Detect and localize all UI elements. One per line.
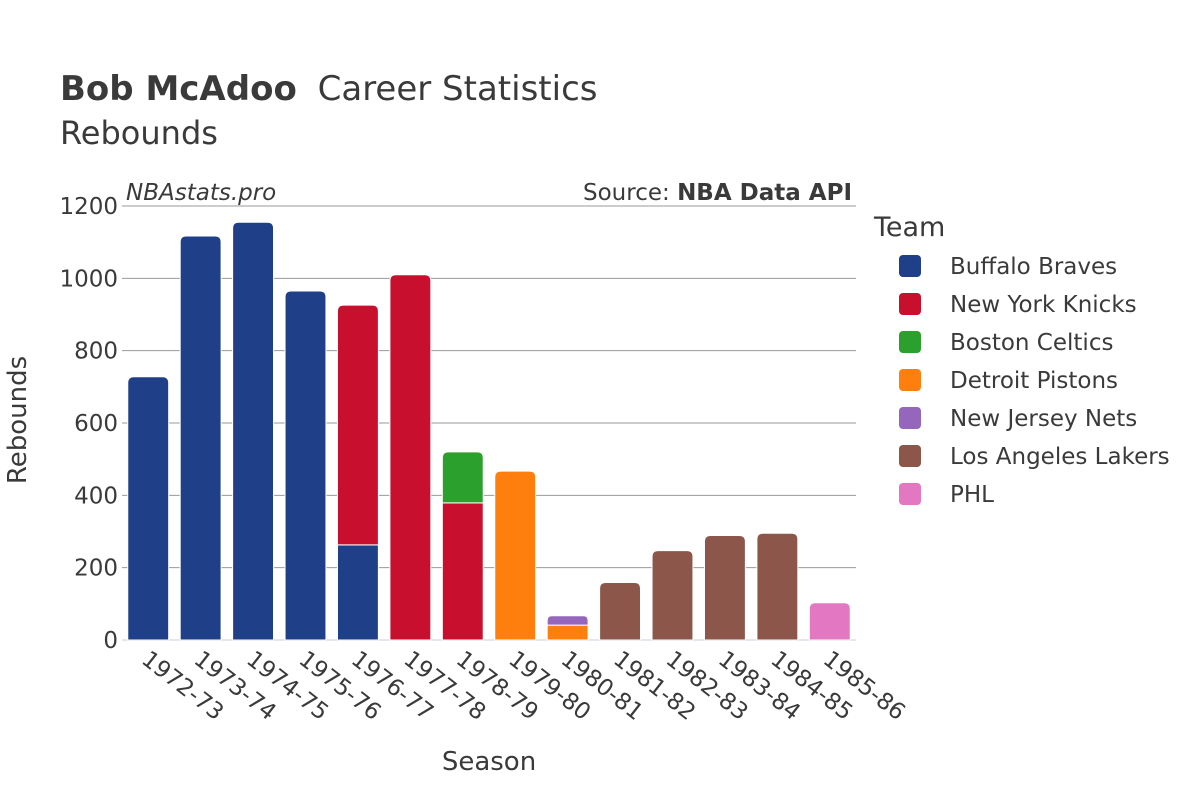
bar-segment <box>546 624 590 641</box>
bar-segment <box>336 544 379 641</box>
bar-segment <box>441 502 484 641</box>
bar-segment <box>756 532 799 641</box>
legend-swatch <box>899 293 921 315</box>
legend-entry: Buffalo Braves <box>950 254 1117 280</box>
legend-swatch <box>899 445 921 467</box>
y-axis-ticks: 0 200 400 600 800 1000 1200 <box>59 194 118 654</box>
bar-segment <box>808 602 851 641</box>
watermark: NBAstats.pro <box>126 180 276 206</box>
x-axis-label: Season <box>442 747 536 777</box>
source-name: NBA Data API <box>677 180 852 206</box>
legend-entry: Detroit Pistons <box>950 368 1118 394</box>
bars <box>127 221 851 641</box>
bar-segment <box>494 470 537 641</box>
source-label: Source: <box>583 180 677 206</box>
legend-swatch <box>899 255 921 277</box>
y-tick-label: 0 <box>103 628 118 654</box>
legend-entry: Los Angeles Lakers <box>950 444 1170 470</box>
legend-entry: New York Knicks <box>950 292 1137 318</box>
chart-subtitle: Rebounds <box>60 114 218 152</box>
bar-segment <box>232 221 275 641</box>
chart-title-rest: Career Statistics <box>318 69 598 109</box>
legend: Team Buffalo Braves New York Knicks Boston… <box>873 212 1170 508</box>
bar-segment <box>441 451 484 504</box>
y-tick-label: 1000 <box>59 266 118 292</box>
chart-title: Bob McAdoo Career Statistics <box>60 69 597 109</box>
bar-segment <box>179 235 222 641</box>
x-axis-ticks: 1972-731973-741974-751975-761976-771977-… <box>137 646 910 726</box>
legend-title: Team <box>873 212 945 243</box>
bar-segment <box>127 376 170 641</box>
y-tick-label: 600 <box>74 411 118 437</box>
bar-segment <box>599 581 642 641</box>
source-credit: Source: NBA Data API <box>583 180 852 206</box>
bar-segment <box>651 550 694 641</box>
y-tick-label: 800 <box>74 339 118 365</box>
legend-swatch <box>899 369 921 391</box>
bar-segment <box>546 615 589 626</box>
bar-segment <box>284 290 327 641</box>
chart-title-player: Bob McAdoo <box>60 69 297 109</box>
legend-swatch <box>899 407 921 429</box>
bar-segment <box>336 304 379 546</box>
legend-entry: New Jersey Nets <box>950 406 1137 432</box>
y-tick-label: 400 <box>74 483 118 509</box>
legend-entry: PHL <box>950 482 994 508</box>
bar-segment <box>703 534 746 641</box>
y-tick-label: 1200 <box>59 194 118 220</box>
legend-entry: Boston Celtics <box>950 330 1113 356</box>
legend-swatch <box>899 331 921 353</box>
y-tick-label: 200 <box>74 556 118 582</box>
legend-swatch <box>899 483 921 505</box>
y-axis-label: Rebounds <box>3 356 33 484</box>
bar-segment <box>389 274 432 641</box>
grid-lines <box>122 205 856 641</box>
